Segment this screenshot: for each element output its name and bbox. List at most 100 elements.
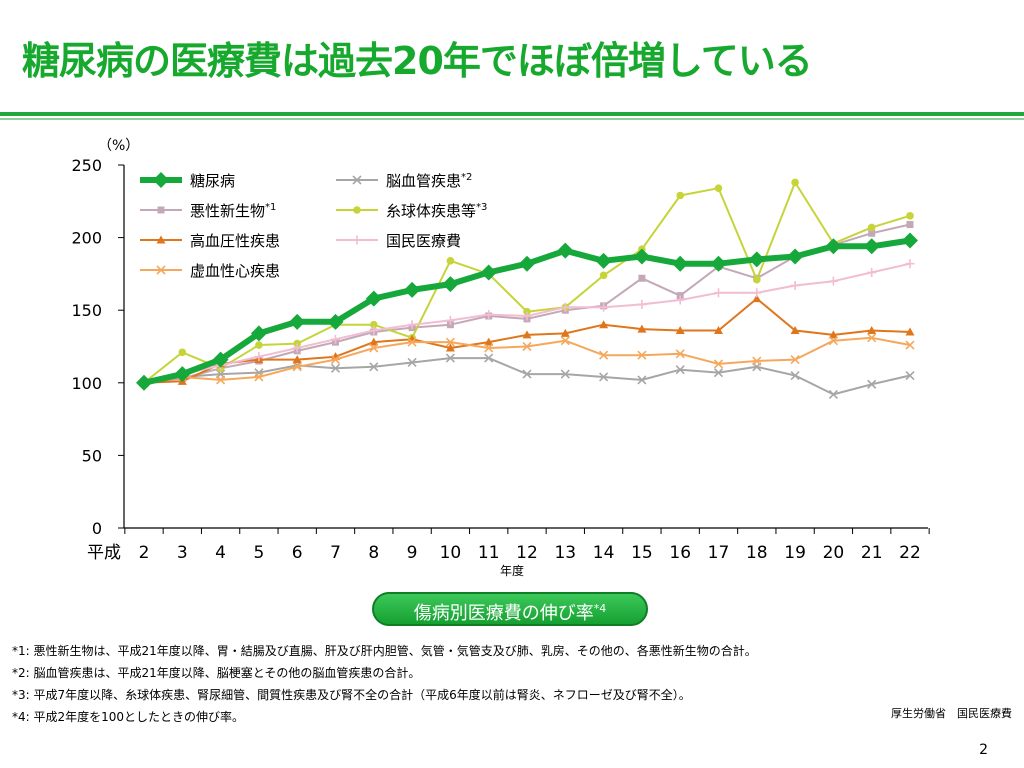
x-axis-prefix: 平成 — [87, 543, 121, 563]
data-point — [370, 320, 378, 329]
x-tick-label: 8 — [368, 543, 379, 563]
data-point — [255, 341, 263, 349]
data-point — [369, 337, 379, 346]
data-point — [905, 370, 915, 381]
x-tick-label: 9 — [407, 543, 418, 563]
y-tick-label: 50 — [82, 446, 102, 465]
data-point — [748, 251, 765, 268]
legend-item: 糖尿病 — [140, 172, 235, 190]
data-point — [560, 328, 570, 337]
data-point — [714, 184, 723, 193]
legend-label-sup: *2 — [461, 172, 472, 183]
footnotes: *1: 悪性新生物は、平成21年度以降、胃・結腸及び直腸、肝及び肝内胆管、気管・… — [12, 640, 1012, 728]
data-point — [407, 320, 417, 330]
data-point — [560, 302, 570, 312]
legend-marker — [157, 206, 165, 214]
x-tick-label: 7 — [330, 543, 341, 563]
data-point — [790, 281, 800, 291]
data-point — [867, 326, 877, 335]
data-point — [445, 343, 455, 352]
legend-item: 脳血管疾患*2 — [336, 172, 472, 190]
data-point — [599, 372, 609, 382]
series-6 — [136, 232, 918, 391]
data-point — [675, 295, 685, 305]
legend-marker — [352, 175, 362, 185]
data-point — [675, 326, 685, 335]
source-credit: 厚生労働省 国民医療費 — [891, 707, 1012, 720]
legend-marker — [153, 172, 169, 188]
data-point — [714, 288, 723, 298]
data-point — [868, 229, 876, 237]
page-number: 2 — [979, 742, 988, 758]
data-point — [445, 353, 455, 363]
legend-item: 高血圧性疾患 — [140, 232, 280, 250]
x-axis-label: 年度 — [500, 563, 524, 578]
data-point — [787, 248, 804, 265]
data-point — [906, 221, 914, 229]
data-point — [407, 357, 417, 368]
data-point — [790, 370, 800, 381]
legend-marker — [156, 265, 166, 275]
data-point — [790, 355, 800, 365]
data-point — [522, 369, 532, 379]
data-point — [828, 389, 838, 399]
legend-item: 糸球体疾患等*3 — [336, 202, 487, 220]
data-point — [174, 366, 191, 383]
legend-label: 糸球体疾患等*3 — [386, 202, 487, 220]
data-point — [672, 255, 689, 272]
data-point — [637, 350, 647, 360]
chart-caption-sup: *4 — [593, 602, 607, 615]
x-tick-label: 21 — [861, 543, 883, 563]
data-point — [327, 313, 344, 330]
legend-label: 脳血管疾患*2 — [386, 172, 472, 190]
data-point — [867, 223, 876, 232]
data-point — [675, 365, 685, 375]
x-tick-label: 10 — [440, 543, 462, 563]
legend-item: 悪性新生物*1 — [140, 202, 276, 220]
legend-label: 国民医療費 — [386, 232, 461, 250]
footnote: *2: 脳血管疾患は、平成21年度以降、脳梗塞とその他の脳血管疾患の合計。 — [12, 666, 421, 680]
slide-title: 糖尿病の医療費は過去20年でほぼ倍増している — [22, 39, 813, 83]
data-point — [828, 276, 838, 286]
data-point — [330, 355, 341, 365]
data-point — [136, 374, 152, 391]
data-point — [710, 255, 727, 272]
data-point — [331, 334, 340, 344]
footnote: *3: 平成7年度以降、糸球体疾患、腎尿細管、間質性疾患及び腎不全の合計（平成6… — [12, 688, 691, 702]
y-tick-label: 100 — [71, 374, 102, 393]
footnote: *4: 平成2年度を100としたときの伸び率。 — [12, 710, 245, 724]
data-point — [445, 337, 455, 347]
x-tick-label: 6 — [292, 543, 303, 563]
data-point — [825, 238, 842, 255]
x-tick-label: 3 — [177, 543, 188, 563]
data-point — [292, 362, 302, 372]
x-tick-label: 13 — [554, 543, 576, 563]
data-point — [404, 281, 421, 298]
data-point — [637, 375, 647, 385]
title-rule-light — [0, 118, 1024, 120]
legend-marker — [353, 206, 361, 214]
data-point — [791, 178, 799, 187]
y-axis-unit: （%） — [98, 138, 139, 154]
data-point — [828, 336, 838, 346]
data-point — [867, 379, 877, 389]
data-point — [522, 311, 532, 321]
data-point — [867, 267, 877, 277]
x-tick-label: 2 — [139, 543, 150, 563]
x-tick-label: 17 — [708, 543, 730, 563]
y-tick-label: 200 — [71, 229, 102, 248]
data-point — [522, 341, 532, 352]
data-point — [254, 352, 264, 362]
data-point — [484, 310, 494, 320]
data-point — [752, 288, 762, 298]
data-point — [484, 343, 494, 353]
data-point — [292, 343, 302, 353]
data-point — [714, 326, 723, 335]
legend-label: 糖尿病 — [190, 172, 235, 190]
data-point — [369, 343, 379, 353]
data-point — [676, 191, 684, 200]
data-point — [637, 324, 647, 333]
data-point — [867, 333, 877, 343]
legend-label: 悪性新生物*1 — [190, 202, 276, 220]
x-tick-label: 19 — [784, 543, 806, 563]
